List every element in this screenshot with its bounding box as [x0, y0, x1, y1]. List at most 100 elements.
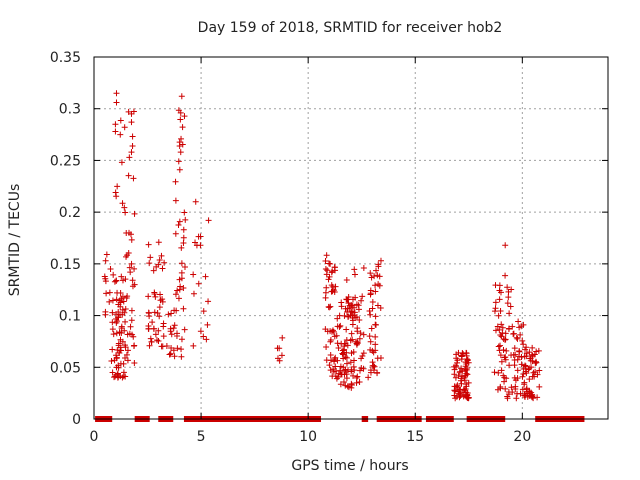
data-point	[116, 349, 123, 356]
data-point	[515, 318, 522, 325]
data-point	[124, 347, 131, 354]
data-point	[536, 367, 543, 374]
data-point	[334, 340, 341, 347]
data-point	[356, 317, 363, 324]
data-point	[347, 337, 354, 344]
data-point	[182, 216, 189, 223]
data-point	[535, 347, 542, 354]
data-point	[523, 350, 530, 357]
data-point	[131, 210, 138, 217]
data-point	[131, 281, 138, 288]
data-point	[125, 172, 132, 179]
chart-title: Day 159 of 2018, SRMTID for receiver hob…	[198, 20, 503, 36]
data-point	[190, 290, 197, 297]
data-point	[128, 317, 135, 324]
data-point	[329, 268, 336, 275]
data-point	[514, 335, 521, 342]
data-point	[367, 311, 374, 318]
data-point	[341, 312, 348, 319]
data-point	[518, 354, 525, 361]
data-point	[502, 336, 509, 343]
data-point	[529, 344, 536, 351]
data-point	[153, 337, 160, 344]
data-point	[456, 386, 463, 393]
data-point	[102, 257, 109, 264]
data-point	[150, 267, 157, 274]
data-point	[495, 343, 502, 350]
data-point	[115, 301, 122, 308]
data-point	[114, 372, 121, 379]
data-point	[503, 347, 510, 354]
data-point	[522, 392, 529, 399]
data-point	[345, 300, 352, 307]
data-point	[334, 315, 341, 322]
data-point	[338, 340, 345, 347]
data-point	[366, 333, 373, 340]
x-tick-label: 5	[197, 429, 206, 445]
data-point	[494, 386, 501, 393]
data-point	[453, 355, 460, 362]
data-point	[145, 241, 152, 248]
data-point	[121, 204, 128, 211]
data-point	[370, 349, 377, 356]
data-point	[152, 293, 159, 300]
data-point	[375, 281, 382, 288]
data-point	[203, 336, 210, 343]
data-point	[503, 375, 510, 382]
data-point	[128, 149, 135, 156]
data-point	[323, 252, 330, 259]
data-point	[358, 364, 365, 371]
data-point	[376, 273, 383, 280]
data-point	[458, 380, 465, 387]
data-point	[155, 327, 162, 334]
data-point	[109, 326, 116, 333]
data-point	[373, 267, 380, 274]
data-point	[369, 347, 376, 354]
data-point	[109, 346, 116, 353]
data-point	[158, 252, 165, 259]
data-point	[178, 135, 185, 142]
data-point	[176, 166, 183, 173]
data-point	[178, 269, 185, 276]
data-point	[155, 337, 162, 344]
data-point	[327, 303, 334, 310]
data-point	[498, 333, 505, 340]
data-point	[526, 388, 533, 395]
data-point	[151, 290, 158, 297]
data-point	[171, 353, 178, 360]
data-point	[190, 271, 197, 278]
y-tick-label: 0.05	[50, 360, 81, 376]
data-point	[126, 264, 133, 271]
data-point	[159, 296, 166, 303]
data-point	[492, 299, 499, 306]
data-point	[106, 289, 113, 296]
data-point	[103, 290, 110, 297]
data-point	[117, 131, 124, 138]
data-point	[160, 333, 167, 340]
axis-ticks: 0 5 10 15 20 0 0.05 0.1 0.15 0.2 0.25 0.3 0.35	[50, 50, 608, 445]
data-point	[349, 312, 356, 319]
data-point	[118, 159, 125, 166]
data-point	[128, 236, 135, 243]
y-tick-label: 0.2	[59, 205, 81, 221]
data-point	[119, 293, 126, 300]
data-point	[178, 336, 185, 343]
data-point	[165, 311, 172, 318]
data-point	[329, 327, 336, 334]
data-point	[505, 294, 512, 301]
data-point	[175, 295, 182, 302]
data-point	[171, 307, 178, 314]
data-point	[506, 325, 513, 332]
data-point	[519, 337, 526, 344]
data-point	[113, 99, 120, 106]
data-point	[461, 377, 468, 384]
data-point	[508, 384, 515, 391]
data-point	[528, 351, 535, 358]
data-point	[349, 296, 356, 303]
data-point	[123, 229, 130, 236]
data-point	[497, 342, 504, 349]
data-point	[340, 364, 347, 371]
data-point	[499, 329, 506, 336]
data-point	[176, 286, 183, 293]
